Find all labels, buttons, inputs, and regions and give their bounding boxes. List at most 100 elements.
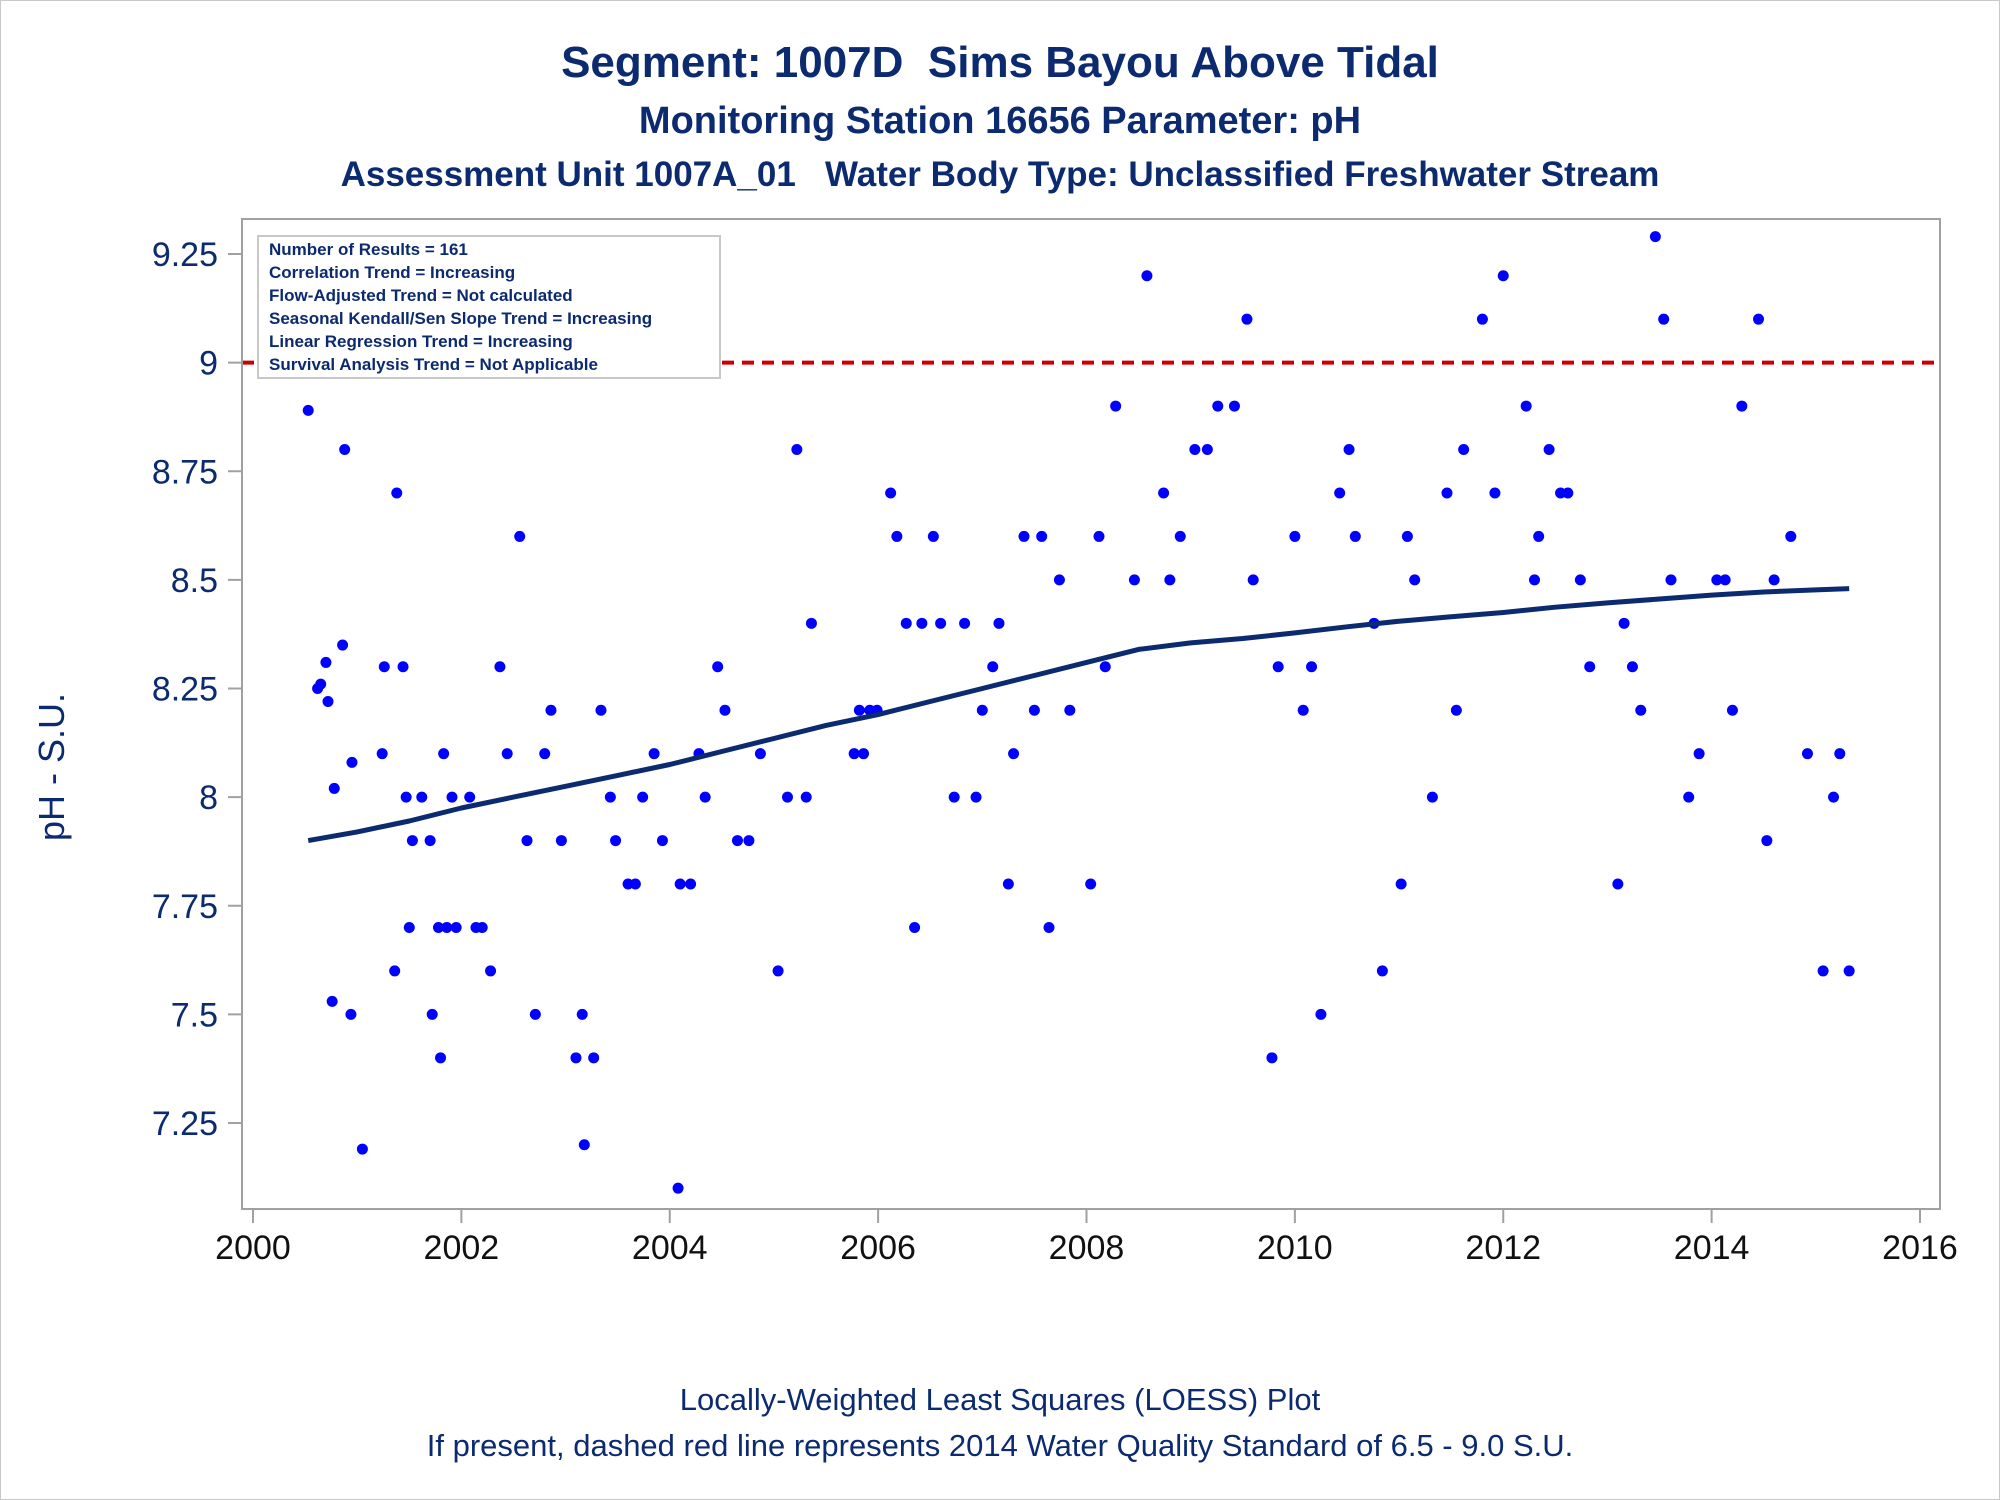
data-point	[1658, 313, 1670, 325]
data-point	[450, 921, 462, 933]
data-point	[416, 791, 428, 803]
data-point	[1306, 661, 1318, 673]
data-point	[328, 782, 340, 794]
data-point	[389, 965, 401, 977]
data-point	[1395, 878, 1407, 890]
data-point	[1649, 231, 1661, 243]
data-point	[570, 1052, 582, 1064]
data-point	[406, 835, 418, 847]
data-point	[426, 1008, 438, 1020]
data-point	[1158, 487, 1170, 499]
data-point	[754, 748, 766, 760]
data-point	[1043, 921, 1055, 933]
x-tick-label: 2006	[840, 1229, 916, 1267]
data-point	[987, 661, 999, 673]
stats-line: Linear Regression Trend = Increasing	[269, 332, 573, 351]
data-point	[1064, 704, 1076, 716]
data-point	[432, 921, 444, 933]
data-point	[1228, 400, 1240, 412]
data-point	[858, 748, 870, 760]
data-point	[805, 617, 817, 629]
data-point	[629, 878, 641, 890]
data-point	[719, 704, 731, 716]
data-point	[1843, 965, 1855, 977]
scatter-points	[302, 231, 1855, 1194]
chart-subtitle-assessment: Assessment Unit 1007A_01 Water Body Type…	[340, 155, 1660, 194]
data-point	[1349, 530, 1361, 542]
data-point	[1458, 444, 1470, 456]
data-point	[935, 617, 947, 629]
data-point	[403, 921, 415, 933]
data-point	[656, 835, 668, 847]
data-point	[1612, 878, 1624, 890]
data-point	[916, 617, 928, 629]
chart-title: Segment: 1007D Sims Bayou Above Tidal	[561, 38, 1439, 87]
data-point	[891, 530, 903, 542]
y-tick-label: 7.25	[152, 1105, 218, 1143]
data-point	[993, 617, 1005, 629]
data-point	[476, 921, 488, 933]
data-point	[1128, 574, 1140, 586]
loess-line-group	[307, 586, 1850, 844]
data-point	[1753, 313, 1765, 325]
data-point	[637, 791, 649, 803]
data-point	[1626, 661, 1638, 673]
data-point	[441, 921, 453, 933]
data-point	[337, 639, 349, 651]
data-point	[1174, 530, 1186, 542]
data-point	[731, 835, 743, 847]
data-point	[424, 835, 436, 847]
data-point	[1315, 1008, 1327, 1020]
data-point	[595, 704, 607, 716]
data-point	[610, 835, 622, 847]
data-point	[302, 404, 314, 416]
data-point	[1036, 530, 1048, 542]
data-point	[1618, 617, 1630, 629]
data-point	[501, 748, 513, 760]
data-point	[1376, 965, 1388, 977]
data-point	[400, 791, 412, 803]
data-point	[900, 617, 912, 629]
data-point	[464, 791, 476, 803]
y-tick-label: 7.75	[152, 888, 218, 926]
data-point	[435, 1052, 447, 1064]
stats-line: Flow-Adjusted Trend = Not calculated	[269, 286, 573, 305]
data-point	[539, 748, 551, 760]
data-point	[800, 791, 812, 803]
y-tick-label: 8	[199, 779, 218, 817]
data-point	[1761, 835, 1773, 847]
stats-legend-box: Number of Results = 161 Correlation Trend…	[257, 235, 721, 379]
data-point	[1665, 574, 1677, 586]
x-tick-label: 2010	[1257, 1229, 1333, 1267]
data-point	[1093, 530, 1105, 542]
data-point	[1189, 444, 1201, 456]
data-point	[1574, 574, 1586, 586]
data-point	[1110, 400, 1122, 412]
data-point	[772, 965, 784, 977]
x-tick-label: 2004	[632, 1229, 708, 1267]
data-point	[1635, 704, 1647, 716]
data-point	[976, 704, 988, 716]
x-tick-label: 2012	[1465, 1229, 1541, 1267]
data-point	[356, 1143, 368, 1155]
data-point	[1817, 965, 1829, 977]
data-point	[339, 444, 351, 456]
data-point	[1053, 574, 1065, 586]
x-tick-label: 2002	[424, 1229, 500, 1267]
data-point	[927, 530, 939, 542]
data-point	[1334, 487, 1346, 499]
stats-line: Seasonal Kendall/Sen Slope Trend = Incre…	[269, 309, 652, 328]
data-point	[1726, 704, 1738, 716]
data-point	[948, 791, 960, 803]
data-point	[346, 756, 358, 768]
data-point	[604, 791, 616, 803]
data-point	[438, 748, 450, 760]
data-point	[315, 678, 327, 690]
x-tick-label: 2016	[1882, 1229, 1958, 1267]
data-point	[1834, 748, 1846, 760]
data-point	[1141, 270, 1153, 282]
data-point	[885, 487, 897, 499]
data-point	[685, 878, 697, 890]
x-tick-label: 2000	[215, 1229, 291, 1267]
chart-subtitle-station: Monitoring Station 16656 Parameter: pH	[638, 100, 1362, 142]
